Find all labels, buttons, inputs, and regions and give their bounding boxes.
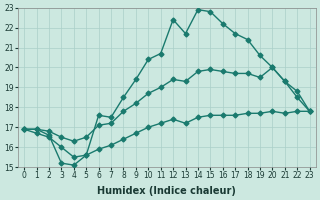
X-axis label: Humidex (Indice chaleur): Humidex (Indice chaleur) xyxy=(98,186,236,196)
